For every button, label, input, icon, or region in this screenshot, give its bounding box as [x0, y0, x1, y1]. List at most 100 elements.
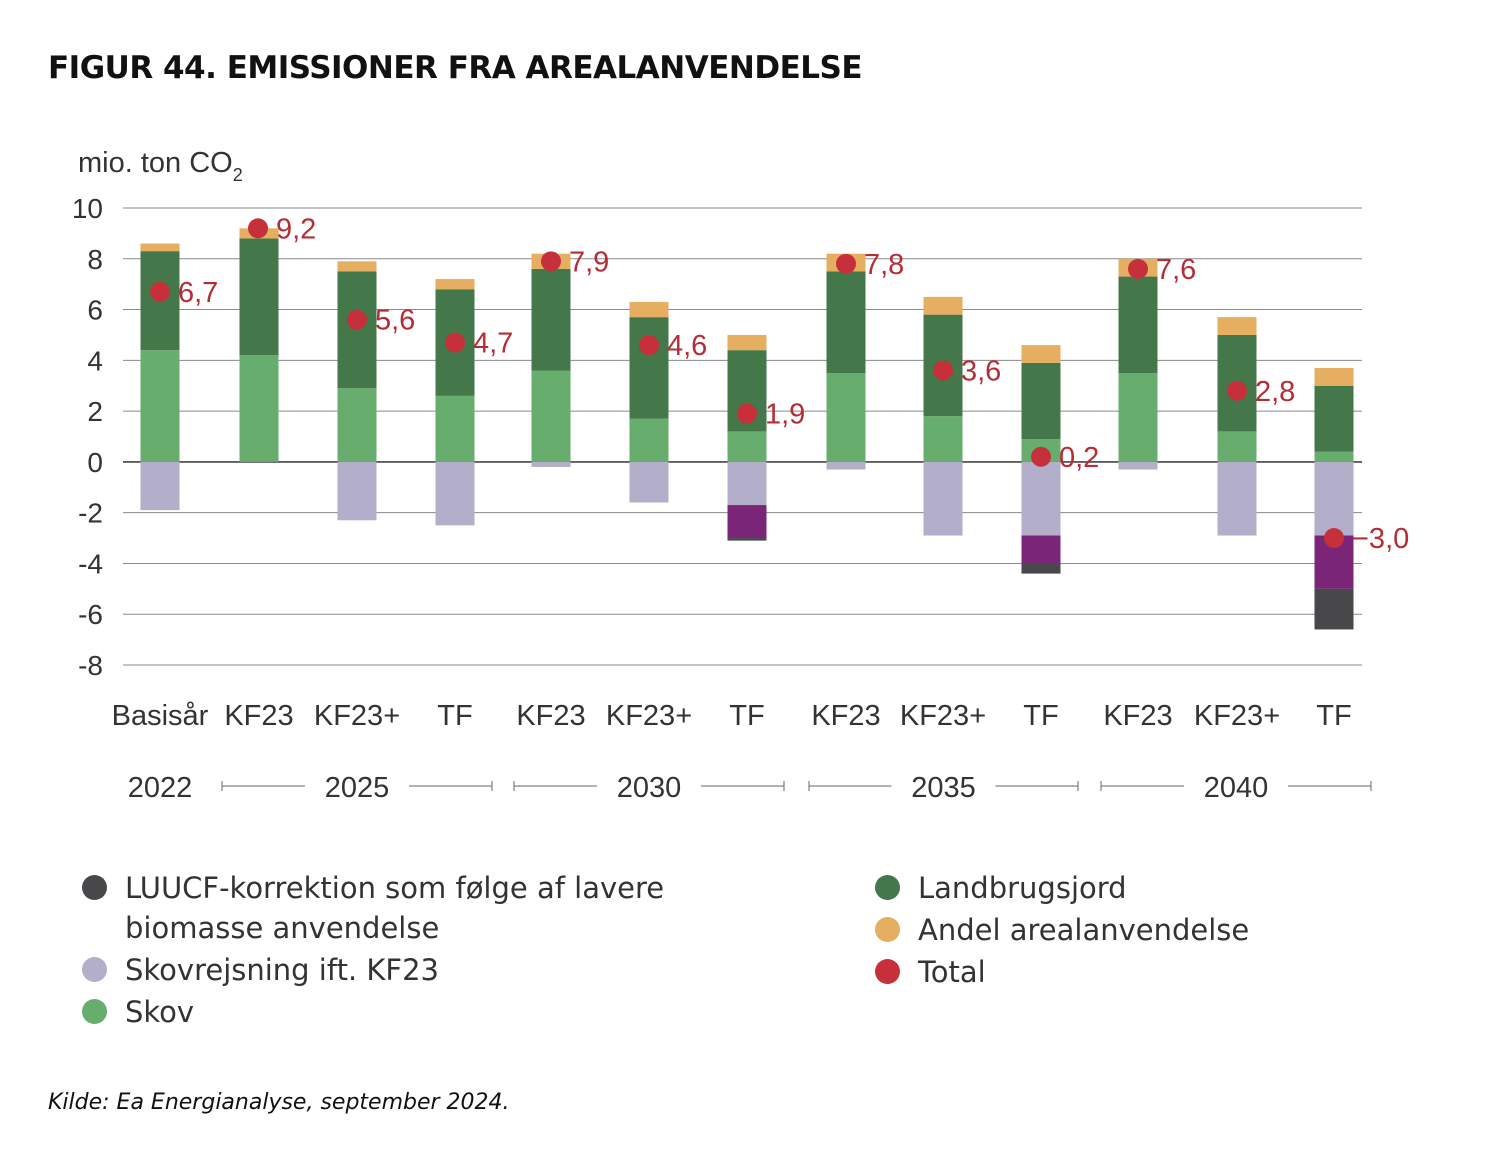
legend-item: Andel arealanvendelse [873, 910, 1433, 950]
bar-segment [140, 350, 180, 462]
bar-segment [629, 301, 669, 318]
bar-segment [1314, 451, 1354, 462]
bar-segment [239, 355, 279, 462]
bars [140, 228, 1354, 630]
bar-segment [140, 243, 180, 252]
year-label: 2035 [911, 772, 976, 804]
total-marker [248, 218, 268, 239]
total-marker [737, 403, 757, 424]
x-tick-label: TF [1023, 700, 1058, 732]
bar-segment [531, 370, 571, 462]
bar-segment [629, 461, 669, 503]
y-axis-label-text: mio. ton CO [78, 147, 233, 179]
legend-right: Landbrugsjord Andel arealanvendelse Total [873, 868, 1433, 994]
total-label: 1,9 [765, 399, 805, 431]
legend-swatch [82, 875, 107, 900]
legend-swatch [875, 875, 900, 900]
total-label: −3,0 [1352, 523, 1409, 555]
total-marker [347, 309, 367, 330]
x-tick-label: KF23 [224, 700, 293, 732]
legend-item: LUUCF-korrektion som følge af lavere bio… [80, 868, 780, 948]
x-tick-label: TF [1316, 700, 1351, 732]
y-tick-label: -8 [78, 650, 103, 681]
bar-segment [337, 261, 377, 272]
x-tick-label: KF23+ [314, 700, 400, 732]
legend-label: LUUCF-korrektion som følge af lavere bio… [125, 871, 665, 945]
bar-segment [337, 388, 377, 462]
bar-segment [1118, 373, 1158, 462]
total-marker [933, 360, 953, 381]
legend-swatch [82, 999, 107, 1024]
bar-segment [140, 461, 180, 511]
x-tick-label: KF23+ [606, 700, 692, 732]
year-label: 2022 [128, 772, 193, 804]
bar-segment [1217, 317, 1257, 335]
bar-segment [531, 268, 571, 371]
bar-segment [923, 461, 963, 536]
y-tick-label: 4 [87, 345, 103, 376]
legend-swatch [82, 957, 107, 982]
bar-segment [1118, 276, 1158, 374]
total-marker [445, 332, 465, 353]
total-label: 5,6 [375, 305, 415, 337]
bar-segment [1021, 362, 1061, 440]
bar-segment [1021, 535, 1061, 564]
total-label: 2,8 [1255, 376, 1295, 408]
total-label: 7,6 [1156, 254, 1196, 286]
total-marker [150, 281, 170, 302]
year-label: 2030 [617, 772, 682, 804]
x-tick-label: TF [729, 700, 764, 732]
bar-segment [826, 461, 866, 470]
bar-segment [1021, 563, 1061, 574]
legend-left: LUUCF-korrektion som følge af lavere bio… [80, 868, 780, 1034]
bar-segment [1314, 367, 1354, 386]
bar-segment [727, 431, 767, 462]
bar-segment [727, 505, 767, 539]
y-tick-label: 6 [87, 295, 103, 326]
bar-segment [1314, 385, 1354, 452]
y-axis-label-subscript: 2 [233, 165, 243, 185]
y-tick-labels: 10 8 6 4 2 0 -2 -4 -6 -8 [72, 193, 103, 681]
y-tick-label: 2 [87, 396, 103, 427]
bar-segment [239, 238, 279, 356]
y-tick-label: 0 [87, 447, 103, 478]
bar-segment [727, 461, 767, 506]
bar-segment [1314, 461, 1354, 536]
bar-segment [337, 271, 377, 389]
total-marker [541, 251, 561, 272]
y-tick-label: -2 [78, 498, 103, 529]
legend-label: Skov [125, 995, 195, 1029]
total-marker [836, 253, 856, 274]
y-tick-label: 8 [87, 244, 103, 275]
legend-label: Landbrugsjord [918, 871, 1127, 905]
total-marker [1031, 446, 1051, 467]
total-marker [639, 335, 659, 356]
total-markers: 6,7 9,2 5,6 4,7 7,9 4,6 1,9 7,8 3,6 0,2 7,6 2,8 −3,0 [150, 213, 1409, 555]
y-tick-label: -4 [78, 548, 103, 579]
legend-item: Skovrejsning ift. KF23 [80, 950, 780, 990]
bar-segment [1217, 431, 1257, 462]
y-axis-label: mio. ton CO2 [78, 147, 243, 185]
year-label: 2025 [325, 772, 390, 804]
bar-segment [727, 538, 767, 541]
total-label: 7,8 [864, 249, 904, 281]
legend-label: Total [918, 955, 986, 989]
total-label: 6,7 [178, 277, 218, 309]
total-marker [1227, 380, 1247, 401]
total-label: 4,6 [667, 330, 707, 362]
bar-segment [727, 334, 767, 351]
legend-label: Andel arealanvendelse [918, 913, 1250, 947]
legend-swatch [875, 959, 900, 984]
bar-segment [923, 416, 963, 462]
bar-segment [435, 279, 475, 290]
bar-segment [1118, 461, 1158, 470]
bar-segment [826, 271, 866, 374]
x-tick-label: KF23 [516, 700, 585, 732]
bar-segment [826, 373, 866, 462]
x-tick-label: KF23+ [900, 700, 986, 732]
bar-segment [1217, 461, 1257, 536]
x-tick-label: Basisår [112, 700, 209, 732]
bar-segment [435, 461, 475, 526]
bar-segment [1021, 461, 1061, 536]
